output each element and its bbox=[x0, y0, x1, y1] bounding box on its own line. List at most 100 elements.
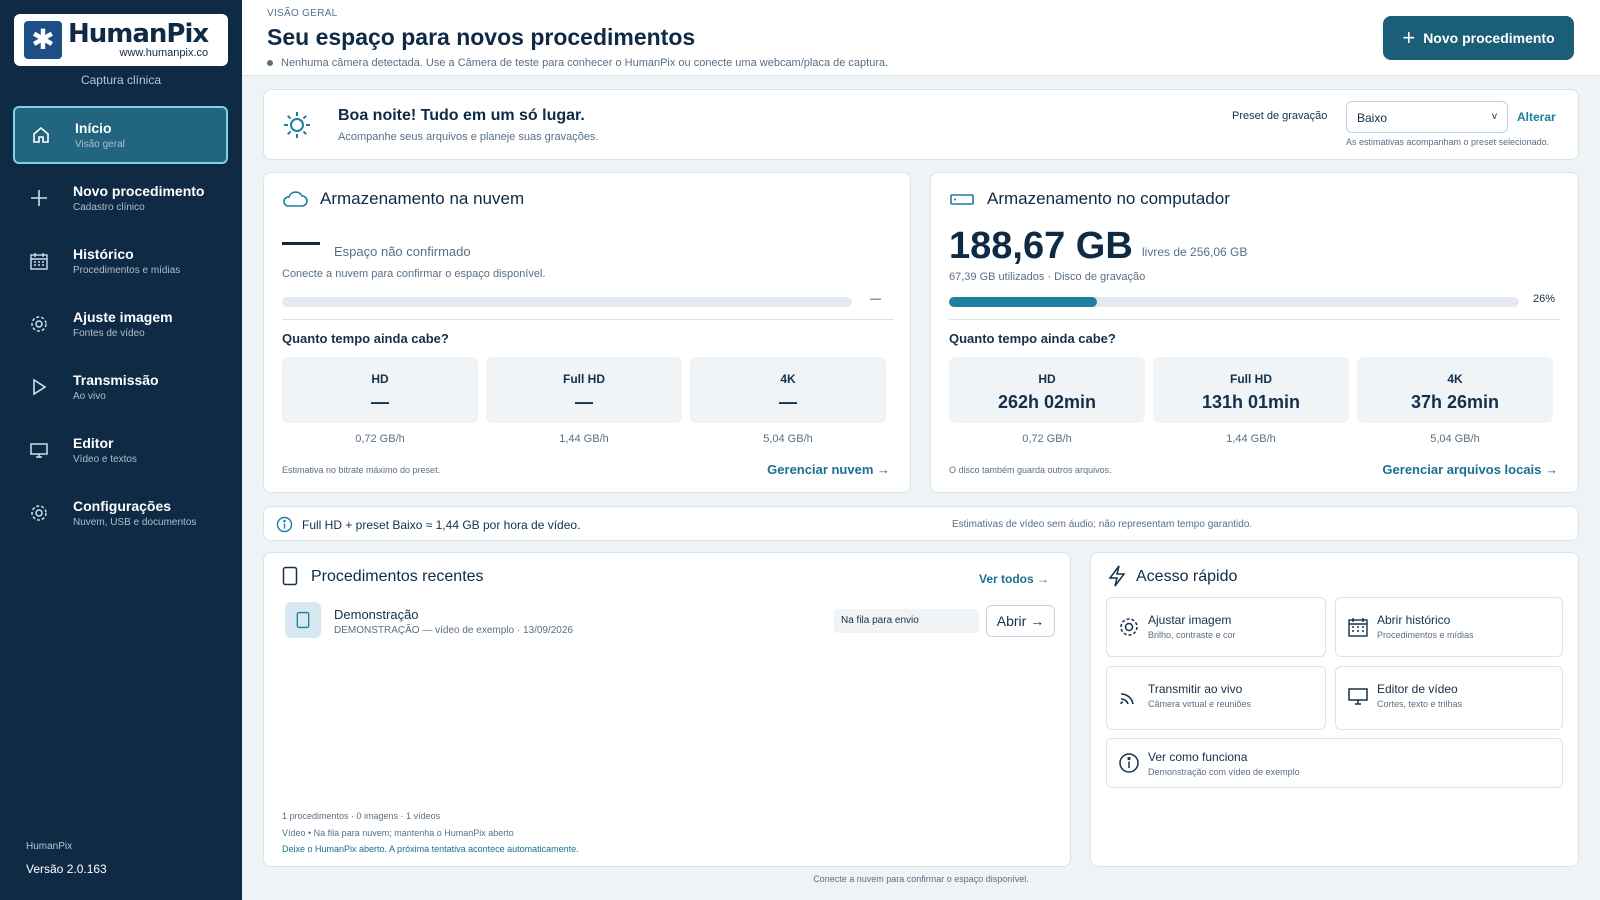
sidebar-item-configuracoes[interactable]: Configurações Nuvem, USB e documentos bbox=[13, 484, 228, 542]
gear-icon bbox=[27, 312, 51, 336]
quick-item-sub: Procedimentos e mídias bbox=[1377, 630, 1474, 640]
quick-item-label: Abrir histórico bbox=[1377, 613, 1451, 627]
tile-rate: 1,44 GB/h bbox=[1226, 433, 1276, 445]
quick-title: Acesso rápido bbox=[1136, 568, 1238, 585]
local-used: 67,39 GB utilizados · Disco de gravação bbox=[949, 271, 1146, 283]
camera-status-text: Nenhuma câmera detectada. Use a Câmera d… bbox=[281, 57, 889, 69]
divider bbox=[949, 319, 1561, 320]
sidebar-item-sub: Cadastro clínico bbox=[73, 202, 145, 213]
procedure-icon bbox=[285, 602, 321, 638]
cloud-note: Estimativa no bitrate máximo do preset. bbox=[282, 465, 441, 475]
local-tile-fullhd: Full HD 131h 01min bbox=[1153, 357, 1349, 423]
procedure-name: Demonstração bbox=[334, 607, 419, 622]
tile-label: HD bbox=[1038, 372, 1056, 386]
sidebar: ✱ HumanPix www.humanpix.co Captura clíni… bbox=[0, 0, 242, 900]
new-procedure-label: Novo procedimento bbox=[1423, 30, 1555, 46]
plus-icon bbox=[27, 186, 51, 210]
recent-title: Procedimentos recentes bbox=[311, 568, 484, 585]
quick-live-stream[interactable]: Transmitir ao vivo Câmera virtual e reun… bbox=[1106, 666, 1326, 730]
cloud-usage-bar bbox=[282, 297, 852, 307]
local-free-space: 188,67 GB bbox=[949, 225, 1133, 267]
tile-label: 4K bbox=[1447, 372, 1463, 386]
quick-how-it-works[interactable]: Ver como funciona Demonstração com vídeo… bbox=[1106, 738, 1563, 788]
quick-adjust-image[interactable]: Ajustar imagem Brilho, contraste e cor bbox=[1106, 597, 1326, 657]
manage-local-files-link[interactable]: Gerenciar arquivos locais → bbox=[1382, 462, 1558, 477]
sidebar-footer: HumanPix Versão 2.0.163 bbox=[26, 841, 107, 876]
monitor-icon bbox=[1348, 688, 1368, 705]
quick-item-label: Ajustar imagem bbox=[1148, 613, 1232, 627]
quick-access-card: Acesso rápido Ajustar imagem Brilho, con… bbox=[1090, 552, 1579, 867]
page-title: Seu espaço para novos procedimentos bbox=[267, 24, 696, 50]
page-header: VISÃO GERAL Seu espaço para novos proced… bbox=[242, 0, 1600, 76]
gear-icon bbox=[1120, 618, 1138, 636]
sidebar-item-sub: Procedimentos e mídias bbox=[73, 265, 181, 276]
local-tile-4k: 4K 37h 26min bbox=[1357, 357, 1553, 423]
sidebar-item-sub: Nuvem, USB e documentos bbox=[73, 517, 197, 528]
recent-counts: 1 procedimentos · 0 imagens · 1 vídeos bbox=[282, 811, 441, 821]
sidebar-item-editor[interactable]: Editor Vídeo e textos bbox=[13, 421, 228, 479]
cloud-dash-indicator bbox=[282, 242, 320, 245]
tile-label: Full HD bbox=[563, 372, 605, 386]
sidebar-item-label: Transmissão bbox=[73, 372, 159, 388]
cloud-hint: Conecte a nuvem para confirmar o espaço … bbox=[282, 268, 546, 280]
sidebar-item-novo-procedimento[interactable]: Novo procedimento Cadastro clínico bbox=[13, 169, 228, 227]
manage-cloud-link[interactable]: Gerenciar nuvem → bbox=[767, 462, 890, 477]
sidebar-nav: Início Visão geral Novo procedimento Cad… bbox=[13, 106, 228, 547]
local-total: livres de 256,06 GB bbox=[1142, 245, 1248, 259]
quick-item-sub: Câmera virtual e reuniões bbox=[1148, 699, 1252, 709]
logo-name: HumanPix bbox=[68, 19, 209, 49]
tile-value: — bbox=[371, 392, 389, 412]
logo-snowflake-icon: ✱ bbox=[24, 21, 62, 59]
calendar-icon bbox=[27, 249, 51, 273]
quick-video-editor[interactable]: Editor de vídeo Cortes, texto e trilhas bbox=[1335, 666, 1563, 730]
quick-open-history[interactable]: Abrir histórico Procedimentos e mídias bbox=[1335, 597, 1563, 657]
local-usage-percent: 26% bbox=[1533, 293, 1556, 305]
greeting-title: Boa noite! Tudo em um só lugar. bbox=[338, 107, 585, 124]
quick-item-label: Ver como funciona bbox=[1148, 750, 1248, 764]
cloud-storage-title: Armazenamento na nuvem bbox=[320, 189, 525, 208]
camera-status: Nenhuma câmera detectada. Use a Câmera d… bbox=[267, 57, 888, 69]
local-storage-card: Armazenamento no computador 188,67 GB li… bbox=[930, 172, 1579, 493]
tile-value: — bbox=[575, 392, 593, 412]
play-icon bbox=[27, 375, 51, 399]
greeting-subtitle: Acompanhe seus arquivos e planeje suas g… bbox=[338, 131, 599, 143]
app-name: HumanPix bbox=[26, 841, 73, 852]
cloud-tile-fullhd: Full HD — bbox=[486, 357, 682, 423]
new-procedure-button[interactable]: + Novo procedimento bbox=[1383, 16, 1574, 60]
open-button[interactable]: Abrir → bbox=[986, 605, 1055, 637]
local-storage-title: Armazenamento no computador bbox=[987, 189, 1230, 208]
preset-change-link[interactable]: Alterar bbox=[1517, 110, 1556, 124]
preset-select[interactable]: Baixo v bbox=[1346, 101, 1508, 133]
cloud-tile-hd: HD — bbox=[282, 357, 478, 423]
tile-rate: 0,72 GB/h bbox=[355, 433, 405, 445]
greeting-card: Boa noite! Tudo em um só lugar. Acompanh… bbox=[263, 89, 1579, 160]
tile-label: 4K bbox=[780, 372, 796, 386]
sidebar-item-sub: Ao vivo bbox=[73, 391, 106, 402]
sidebar-item-ajuste-imagem[interactable]: Ajuste imagem Fontes de vídeo bbox=[13, 295, 228, 353]
page-kicker: VISÃO GERAL bbox=[267, 8, 338, 19]
status-dot-icon bbox=[267, 60, 273, 66]
gear-icon bbox=[27, 501, 51, 525]
local-question: Quanto tempo ainda cabe? bbox=[949, 331, 1116, 346]
procedure-meta: DEMONSTRAÇÃO — vídeo de exemplo · 13/09/… bbox=[334, 625, 573, 636]
sidebar-item-sub: Fontes de vídeo bbox=[73, 328, 145, 339]
sun-icon bbox=[284, 112, 310, 138]
sidebar-item-historico[interactable]: Histórico Procedimentos e mídias bbox=[13, 232, 228, 290]
quick-item-sub: Cortes, texto e trilhas bbox=[1377, 699, 1463, 709]
local-note: O disco também guarda outros arquivos. bbox=[949, 465, 1112, 475]
sidebar-item-label: Início bbox=[75, 120, 112, 136]
calendar-icon bbox=[1348, 618, 1368, 637]
local-tile-hd: HD 262h 02min bbox=[949, 357, 1145, 423]
sidebar-item-inicio[interactable]: Início Visão geral bbox=[13, 106, 228, 164]
tablet-icon bbox=[282, 566, 298, 586]
info-icon bbox=[276, 516, 293, 533]
tile-rate: 5,04 GB/h bbox=[763, 433, 813, 445]
tile-rate: 5,04 GB/h bbox=[1430, 433, 1480, 445]
recent-procedures-card: Procedimentos recentes Ver todos → Demon… bbox=[263, 552, 1071, 867]
sidebar-item-transmissao[interactable]: Transmissão Ao vivo bbox=[13, 358, 228, 416]
see-all-link[interactable]: Ver todos → bbox=[978, 572, 1049, 586]
footer-note: Conecte a nuvem para confirmar o espaço … bbox=[813, 874, 1029, 884]
sidebar-subtitle: Captura clínica bbox=[80, 73, 162, 87]
cloud-question: Quanto tempo ainda cabe? bbox=[282, 331, 449, 346]
cloud-tile-4k: 4K — bbox=[690, 357, 886, 423]
